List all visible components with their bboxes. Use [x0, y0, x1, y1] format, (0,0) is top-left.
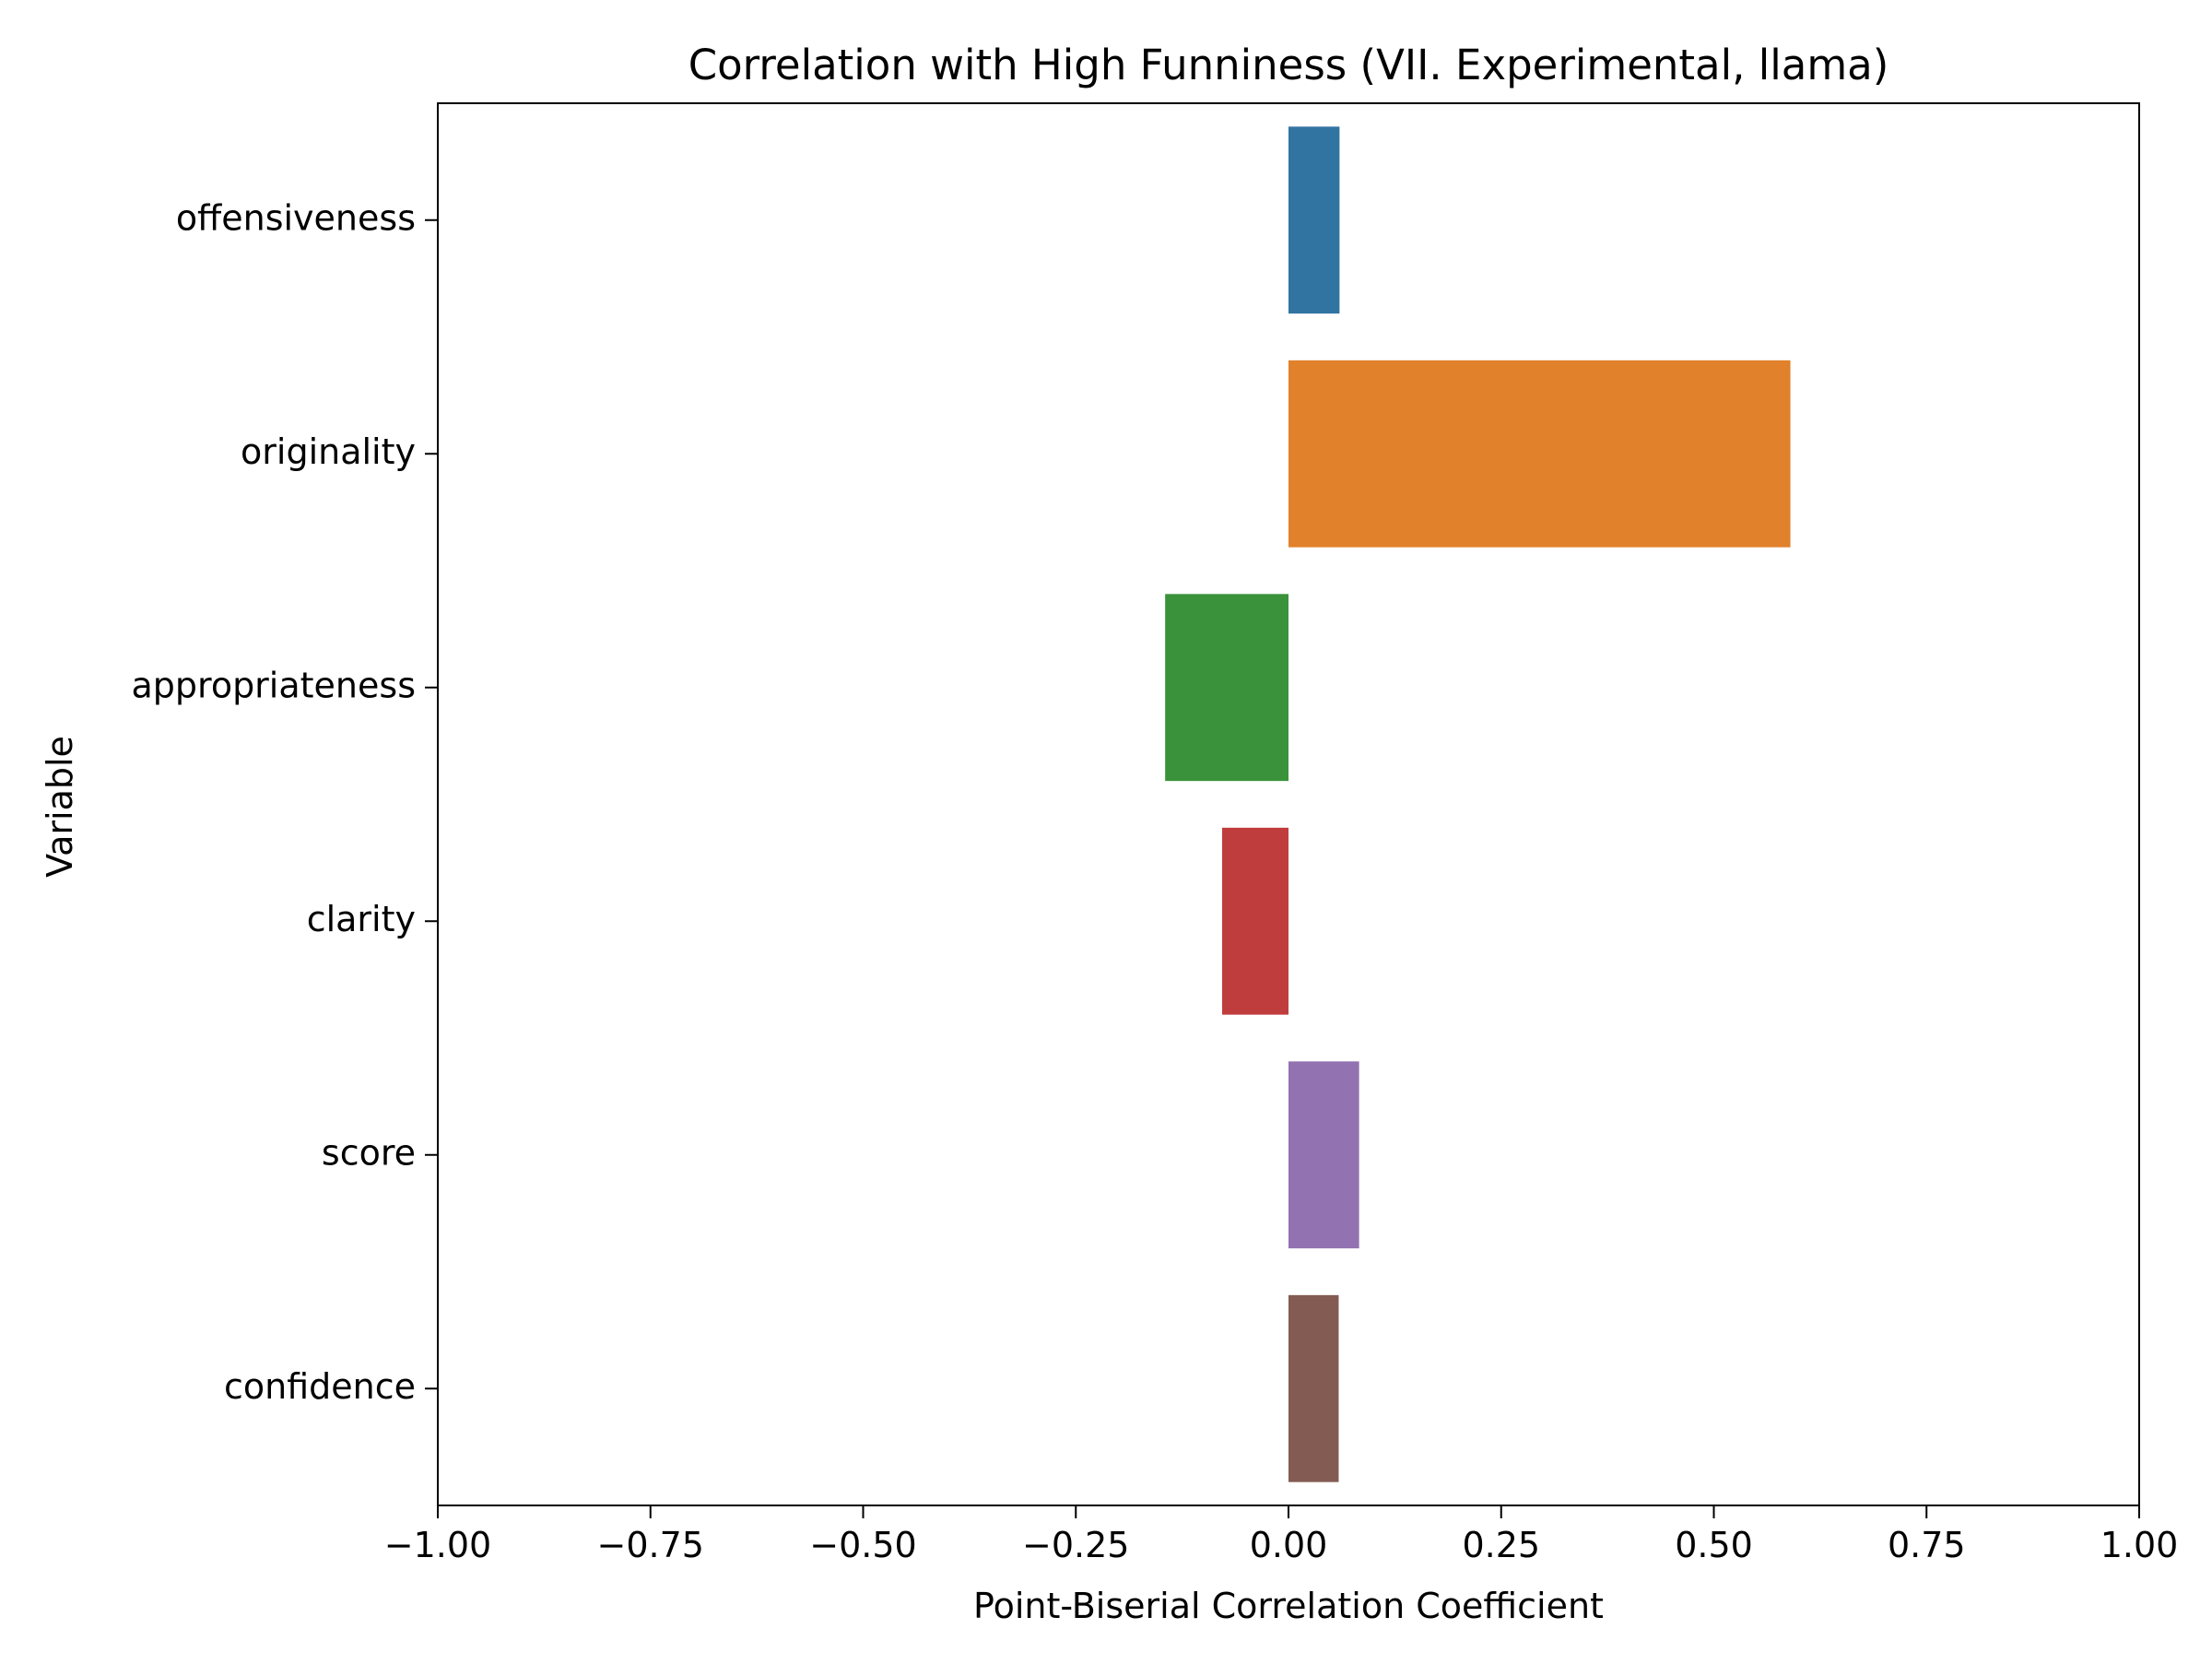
x-tick-label: 0.50: [1675, 1525, 1753, 1565]
y-tick-label: originality: [241, 431, 416, 472]
x-tick-label: 0.00: [1250, 1525, 1328, 1565]
plot-frame: [437, 102, 2140, 1506]
x-tick-label: 1.00: [2100, 1525, 2179, 1565]
bar-clarity: [1222, 827, 1288, 1015]
bar-offensiveness: [1288, 126, 1340, 314]
y-tick-label: confidence: [224, 1366, 416, 1407]
y-tick-label: appropriateness: [132, 665, 417, 705]
x-tick-label: −0.75: [597, 1525, 704, 1565]
plot-area: offensiveness originality appropriateness c…: [132, 102, 2179, 1565]
bar-confidence: [1288, 1294, 1339, 1482]
y-tick-label: offensiveness: [176, 197, 416, 238]
bar-originality: [1288, 360, 1791, 548]
chart-title: Correlation with High Funniness (VII. Ex…: [688, 41, 1889, 89]
x-axis-label: Point-Biserial Correlation Coefficient: [973, 1586, 1604, 1626]
x-tick-label: −0.25: [1022, 1525, 1129, 1565]
bar-score: [1288, 1061, 1359, 1249]
x-tick-label: −0.50: [809, 1525, 916, 1565]
x-tick-label: 0.25: [1462, 1525, 1540, 1565]
y-axis-label: Variable: [40, 736, 80, 878]
y-tick-label: score: [322, 1132, 416, 1173]
bar-appropriateness: [1165, 594, 1288, 782]
x-tick-label: 0.75: [1888, 1525, 1966, 1565]
y-tick-label: clarity: [307, 899, 416, 939]
x-tick-label: −1.00: [384, 1525, 491, 1565]
